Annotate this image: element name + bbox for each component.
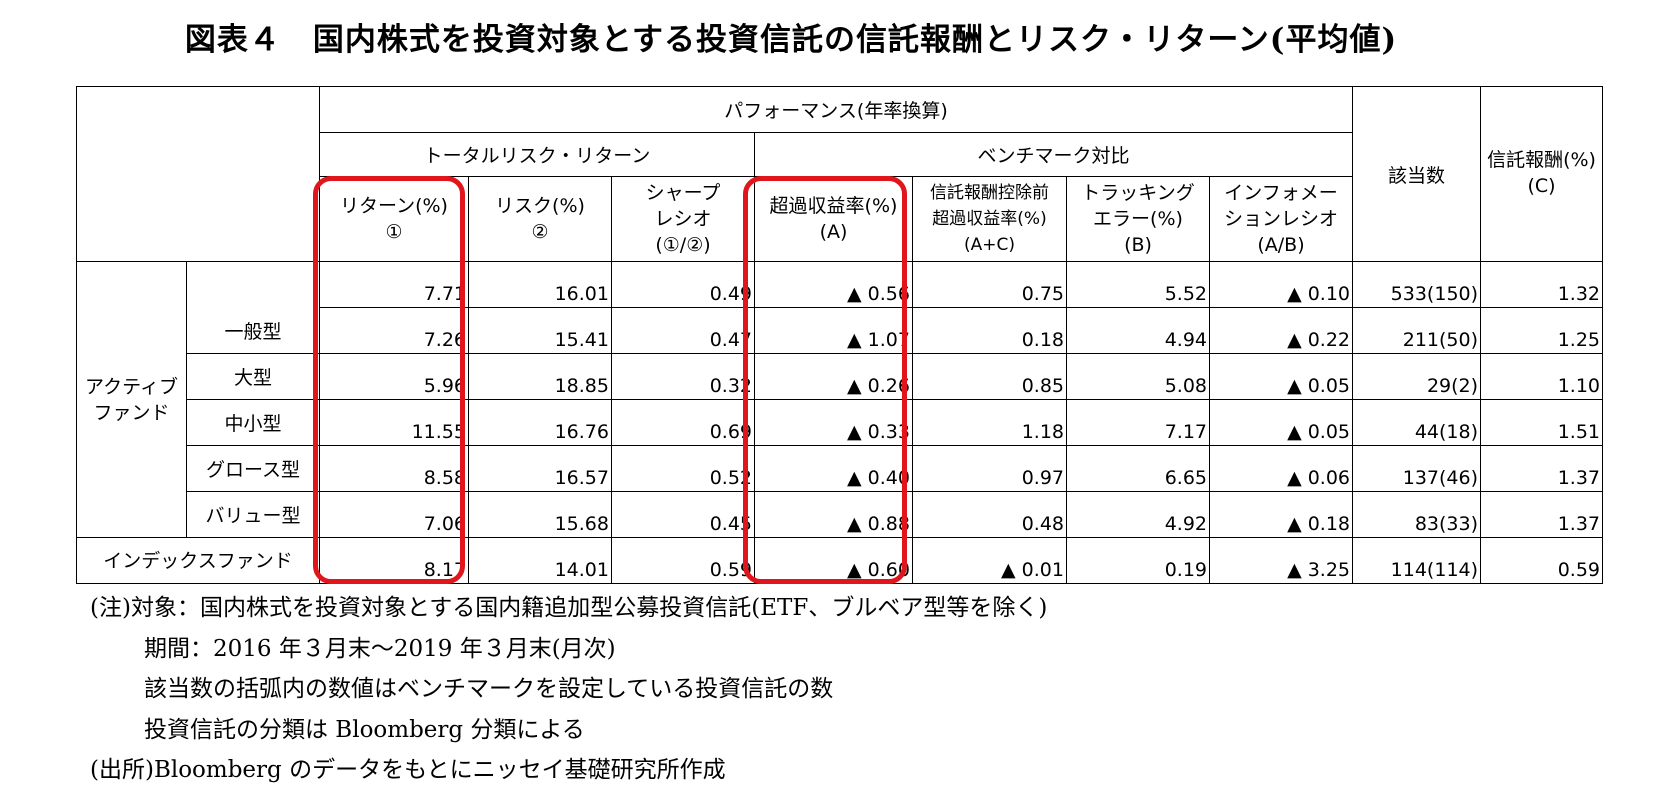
tracking-error-cell: 4.92: [1066, 491, 1210, 538]
tracking-error-cell: 6.65: [1066, 445, 1210, 492]
count-cell: 29(2): [1352, 353, 1482, 400]
fee-header: 信託報酬(%) (C): [1480, 86, 1604, 262]
risk-cell: 16.76: [468, 399, 612, 446]
prefee-excess-cell: 0.97: [912, 445, 1067, 492]
performance-header: パフォーマンス(年率換算): [318, 86, 1354, 133]
row-label: 大型: [186, 353, 320, 400]
row-label: グロース型: [186, 445, 320, 492]
info-ratio-cell: ▲ 0.05: [1208, 399, 1354, 446]
tracking-error-header: トラッキング エラー(%) (B): [1066, 176, 1210, 262]
info-ratio-cell: ▲ 0.06: [1208, 445, 1354, 492]
tracking-error-cell: 7.17: [1066, 399, 1210, 446]
fee-cell: 1.37: [1480, 445, 1604, 492]
risk-cell: 18.85: [468, 353, 612, 400]
row-label: バリュー型: [186, 491, 320, 538]
risk-cell: 16.01: [468, 261, 612, 308]
info-ratio-cell: ▲ 3.25: [1208, 537, 1354, 584]
return-cell: 5.96: [319, 353, 469, 400]
page-title: 図表４ 国内株式を投資対象とする投資信託の信託報酬とリスク・リターン(平均値): [184, 22, 1398, 58]
sharpe-cell: 0.59: [611, 537, 755, 584]
prefee-excess-cell: ▲ 0.01: [912, 537, 1067, 584]
tracking-error-cell: 5.52: [1066, 261, 1210, 308]
info-ratio-cell: ▲ 0.10: [1208, 261, 1354, 308]
note-line: 該当数の括弧内の数値はベンチマークを設定している投資信託の数: [144, 676, 834, 702]
sharpe-cell: 0.69: [611, 399, 755, 446]
table-row: グロース型 8.58 16.57 0.52 ▲ 0.40 0.97 6.65 ▲…: [77, 445, 1604, 492]
excess-return-cell: ▲ 0.33: [754, 399, 913, 446]
count-cell: 137(46): [1352, 445, 1482, 492]
tracking-error-cell: 5.08: [1066, 353, 1210, 400]
prefee-excess-cell: 0.85: [912, 353, 1067, 400]
excess-return-column-highlight: [743, 176, 907, 584]
note-line: 期間：2016 年３月末～2019 年３月末(月次): [144, 635, 616, 662]
sharpe-cell: 0.32: [611, 353, 755, 400]
total-risk-return-header: トータルリスク・リターン: [319, 132, 755, 177]
table-row: 中小型 11.55 16.76 0.69 ▲ 0.33 1.18 7.17 ▲ …: [77, 399, 1604, 446]
sharpe-header: シャープ レシオ (①/②): [611, 176, 755, 262]
count-cell: 533(150): [1352, 261, 1482, 308]
fund-table: パフォーマンス(年率換算) 該当数 信託報酬(%) (C) トータルリスク・リター…: [76, 86, 1604, 584]
active-fund-group-label: アクティブ ファンド: [76, 261, 187, 538]
table-row: アクティブ ファンド 7.71 16.01 0.49 ▲ 0.56 0.75 5.…: [76, 261, 1604, 538]
sharpe-cell: 0.52: [611, 445, 755, 492]
prefee-excess-cell: 0.75: [912, 261, 1067, 308]
return-column-highlight: [313, 176, 465, 584]
return-cell: 8.58: [319, 445, 469, 492]
row-label: [186, 261, 320, 308]
sharpe-cell: 0.49: [611, 261, 755, 308]
risk-cell: 14.01: [468, 537, 612, 584]
tracking-error-cell: 4.94: [1066, 307, 1210, 354]
fee-cell: 1.51: [1480, 399, 1604, 446]
prefee-excess-cell: 0.48: [912, 491, 1067, 538]
excess-return-cell: ▲ 0.88: [754, 491, 913, 538]
prefee-excess-cell: 1.18: [912, 399, 1067, 446]
excess-return-header: 超過収益率(%) (A): [754, 176, 913, 262]
row-label: インデックスファンド: [76, 537, 320, 584]
return-cell: 7.26: [319, 307, 469, 354]
note-line: (注)対象：国内株式を投資対象とする国内籍追加型公募投資信託(ETF、ブルベア型…: [90, 595, 1048, 621]
table-row: 大型 5.96 18.85 0.32 ▲ 0.26 0.85 5.08 ▲ 0.…: [77, 353, 1604, 400]
risk-cell: 15.68: [468, 491, 612, 538]
prefee-excess-cell: 0.18: [912, 307, 1067, 354]
source-line: (出所)Bloomberg のデータをもとにニッセイ基礎研究所作成: [90, 757, 726, 783]
count-header: 該当数: [1352, 86, 1482, 262]
fee-cell: 1.37: [1480, 491, 1604, 538]
table-row: インデックスファンド 8.17 14.01 0.59 ▲ 0.60 ▲ 0.01…: [76, 537, 1604, 584]
sharpe-cell: 0.45: [611, 491, 755, 538]
count-cell: 114(114): [1352, 537, 1482, 584]
fee-cell: 1.10: [1480, 353, 1604, 400]
info-ratio-cell: ▲ 0.22: [1208, 307, 1354, 354]
row-label: 一般型: [186, 307, 320, 354]
risk-cell: 15.41: [468, 307, 612, 354]
sharpe-cell: 0.47: [611, 307, 755, 354]
table-row: 一般型 7.26 15.41 0.47 ▲ 1.07 0.18 4.94 ▲ 0…: [77, 307, 1604, 354]
corner-cell: [76, 86, 320, 262]
footnotes: (注)対象：国内株式を投資対象とする国内籍追加型公募投資信託(ETF、ブルベア型…: [90, 588, 1047, 791]
fee-cell: 0.59: [1480, 537, 1604, 584]
count-cell: 83(33): [1352, 491, 1482, 538]
row-label: 中小型: [186, 399, 320, 446]
info-ratio-header: インフォメー ションレシオ (A/B): [1208, 176, 1354, 262]
return-cell: 7.06: [319, 491, 469, 538]
tracking-error-cell: 0.19: [1066, 537, 1210, 584]
fee-cell: 1.32: [1480, 261, 1604, 308]
info-ratio-cell: ▲ 0.05: [1208, 353, 1354, 400]
count-cell: 44(18): [1352, 399, 1482, 446]
risk-cell: 16.57: [468, 445, 612, 492]
table-row: バリュー型 7.06 15.68 0.45 ▲ 0.88 0.48 4.92 ▲…: [77, 491, 1604, 538]
fee-cell: 1.25: [1480, 307, 1604, 354]
prefee-excess-header: 信託報酬控除前 超過収益率(%) (A+C): [912, 176, 1067, 262]
benchmark-header: ベンチマーク対比: [753, 132, 1354, 177]
risk-header: リスク(%) ②: [468, 176, 612, 262]
note-line: 投資信託の分類は Bloomberg 分類による: [144, 716, 585, 743]
info-ratio-cell: ▲ 0.18: [1208, 491, 1354, 538]
return-header: リターン(%) ①: [319, 176, 469, 262]
count-cell: 211(50): [1352, 307, 1482, 354]
